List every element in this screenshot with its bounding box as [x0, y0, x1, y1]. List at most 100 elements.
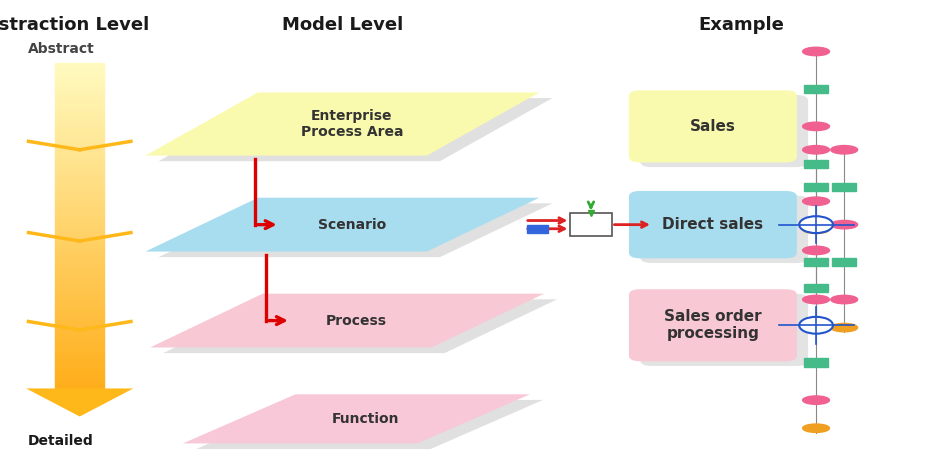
Bar — [55, 249, 104, 252]
Bar — [55, 245, 104, 249]
Ellipse shape — [803, 323, 829, 332]
Polygon shape — [145, 92, 539, 155]
Ellipse shape — [803, 47, 829, 56]
Bar — [55, 369, 104, 372]
Bar — [55, 356, 104, 359]
Bar — [55, 183, 104, 187]
Bar — [804, 258, 828, 266]
Polygon shape — [145, 197, 539, 251]
Bar — [55, 174, 104, 177]
Bar — [55, 229, 104, 232]
Bar — [55, 336, 104, 340]
Bar — [55, 76, 104, 80]
Bar — [804, 183, 828, 191]
Text: Example: Example — [698, 16, 784, 34]
Bar — [55, 219, 104, 223]
Bar — [55, 375, 104, 379]
Bar — [55, 83, 104, 86]
FancyBboxPatch shape — [628, 289, 796, 361]
Bar — [55, 268, 104, 271]
Bar — [55, 258, 104, 262]
Bar — [55, 310, 104, 314]
Ellipse shape — [803, 424, 829, 432]
Bar — [55, 164, 104, 167]
Bar — [55, 294, 104, 297]
Bar — [55, 252, 104, 255]
Bar — [527, 225, 548, 234]
Bar — [55, 327, 104, 330]
Circle shape — [799, 317, 833, 334]
Bar — [55, 95, 104, 99]
Bar — [55, 177, 104, 180]
Text: Abstract: Abstract — [27, 42, 95, 56]
Bar — [55, 63, 104, 66]
Text: Model Level: Model Level — [281, 16, 403, 34]
Bar — [55, 314, 104, 317]
Bar — [55, 66, 104, 70]
Bar — [55, 382, 104, 385]
Bar — [55, 148, 104, 151]
Bar — [55, 232, 104, 235]
Ellipse shape — [803, 220, 829, 229]
Text: Sales: Sales — [690, 119, 735, 134]
FancyBboxPatch shape — [640, 95, 808, 167]
Bar — [55, 190, 104, 193]
Bar — [55, 105, 104, 109]
Bar — [55, 161, 104, 164]
Bar — [55, 216, 104, 219]
Bar — [55, 281, 104, 285]
Bar — [55, 112, 104, 115]
Bar — [55, 197, 104, 200]
Bar — [55, 210, 104, 213]
Bar — [55, 340, 104, 343]
Bar — [55, 226, 104, 229]
Text: Enterprise
Process Area: Enterprise Process Area — [300, 109, 403, 139]
Bar — [55, 170, 104, 174]
Bar — [55, 242, 104, 245]
Text: Abstraction Level: Abstraction Level — [0, 16, 149, 34]
Bar — [55, 102, 104, 105]
Bar — [55, 70, 104, 73]
Bar — [55, 330, 104, 333]
Text: Direct sales: Direct sales — [662, 217, 764, 232]
Ellipse shape — [803, 396, 829, 404]
Bar — [55, 73, 104, 76]
Text: Function: Function — [332, 412, 400, 426]
Bar — [55, 359, 104, 362]
Ellipse shape — [831, 323, 857, 332]
Bar — [55, 187, 104, 190]
Bar — [55, 291, 104, 294]
Bar — [55, 343, 104, 346]
Text: Sales order
processing: Sales order processing — [664, 309, 762, 342]
Ellipse shape — [803, 321, 829, 329]
Ellipse shape — [831, 220, 857, 229]
Bar — [55, 180, 104, 183]
Polygon shape — [150, 294, 544, 347]
Bar — [55, 307, 104, 310]
Bar — [55, 151, 104, 154]
Bar — [55, 297, 104, 300]
Bar — [55, 366, 104, 369]
Bar — [55, 109, 104, 112]
Bar — [55, 141, 104, 145]
Bar — [55, 333, 104, 336]
Bar — [55, 379, 104, 382]
Bar — [832, 183, 856, 191]
Bar — [55, 93, 104, 95]
Bar — [55, 213, 104, 216]
Circle shape — [799, 216, 833, 233]
Bar — [55, 372, 104, 375]
Bar — [55, 255, 104, 258]
Bar — [55, 80, 104, 83]
Bar — [55, 288, 104, 291]
Bar — [55, 262, 104, 265]
Ellipse shape — [831, 146, 857, 154]
Ellipse shape — [803, 295, 829, 304]
Bar — [55, 158, 104, 161]
Bar — [55, 278, 104, 281]
Bar — [55, 99, 104, 102]
Text: Detailed: Detailed — [28, 434, 94, 448]
Bar — [832, 258, 856, 266]
Bar — [55, 353, 104, 356]
Bar — [55, 223, 104, 226]
